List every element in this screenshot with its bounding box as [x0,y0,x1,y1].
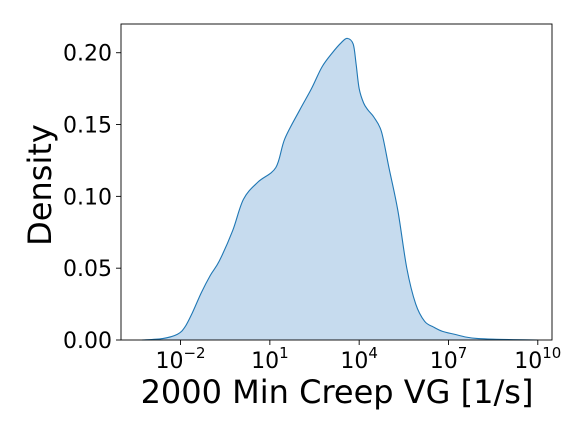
y-axis-label: Density [21,124,59,246]
x-tick-label-2: 104 [340,344,378,374]
y-tick-label-0: 0.00 [63,329,112,354]
y-tick-label-2: 0.10 [63,185,112,210]
density-area-series-0 [141,38,538,340]
x-tick-label-1: 101 [251,344,289,374]
x-axis-label: 2000 Min Creep VG [1/s] [141,373,534,411]
x-tick-label-3: 107 [430,344,468,374]
plot-frame [120,23,553,341]
axes: 0.00 0.05 0.10 0.15 0.20 10−2 101 104 107 1010 [63,23,561,374]
x-tick-label-4: 1010 [514,344,561,374]
y-tick-label-3: 0.15 [63,114,112,139]
y-tick-label-1: 0.05 [63,257,112,282]
density-line-series-0 [141,37,538,341]
y-tick-label-4: 0.20 [63,42,112,67]
plot-area [141,37,538,341]
x-tick-label-0: 10−2 [155,344,205,374]
